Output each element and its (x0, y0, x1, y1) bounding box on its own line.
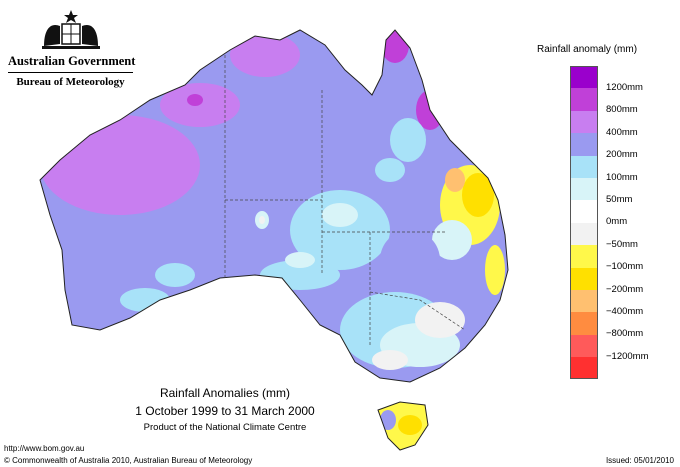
legend-label: −1200mm (606, 350, 649, 362)
legend-label: −400mm (606, 305, 644, 317)
legend-label: −800mm (606, 328, 644, 340)
legend-label: 400mm (606, 126, 638, 138)
legend-title: Rainfall anomaly (mm) (537, 44, 638, 55)
mainland-coastline (39, 29, 509, 383)
legend-label: −100mm (606, 261, 644, 273)
legend-label: 0mm (606, 216, 628, 228)
legend-label: 50mm (606, 193, 633, 205)
legend-swatch (570, 312, 598, 335)
legend-swatch (570, 334, 598, 358)
legend-swatch (570, 200, 598, 223)
legend-swatch (570, 289, 598, 313)
footer-issued-date: Issued: 05/01/2010 (605, 456, 674, 465)
map-caption: Rainfall Anomalies (mm) 1 October 1999 t… (110, 386, 340, 433)
legend-swatch (570, 267, 598, 290)
bureau-name: Bureau of Meteorology (8, 72, 133, 88)
legend-swatch (570, 88, 598, 111)
state-borders (224, 55, 466, 345)
legend-label: −50mm (606, 238, 638, 250)
legend-swatch (570, 155, 598, 178)
tasmania-coastline (377, 401, 429, 451)
coat-of-arms-icon (41, 10, 100, 49)
legend-label: −200mm (606, 283, 644, 295)
legend-swatch (570, 357, 598, 380)
legend-swatch (570, 110, 598, 134)
legend-swatch (570, 133, 598, 156)
government-name: Australian Government (8, 54, 136, 68)
legend-swatch (570, 66, 598, 89)
legend-swatch (570, 222, 598, 246)
legend-swatch (570, 245, 598, 268)
legend-label: 800mm (606, 104, 638, 116)
legend-label: 1200mm (606, 82, 643, 93)
caption-date-range: 1 October 1999 to 31 March 2000 (135, 404, 315, 418)
government-logo: Australian Government Bureau of Meteorol… (8, 8, 136, 88)
legend-label: 100mm (606, 171, 638, 183)
footer-url[interactable]: http://www.bom.gov.au (4, 444, 85, 453)
caption-product: Product of the National Climate Centre (143, 422, 307, 433)
legend-label: 200mm (606, 149, 638, 161)
caption-title: Rainfall Anomalies (mm) (159, 386, 291, 400)
footer-copyright: © Commonwealth of Australia 2010, Austra… (4, 456, 253, 465)
legend-swatch (570, 177, 598, 201)
tasmania (378, 402, 428, 450)
